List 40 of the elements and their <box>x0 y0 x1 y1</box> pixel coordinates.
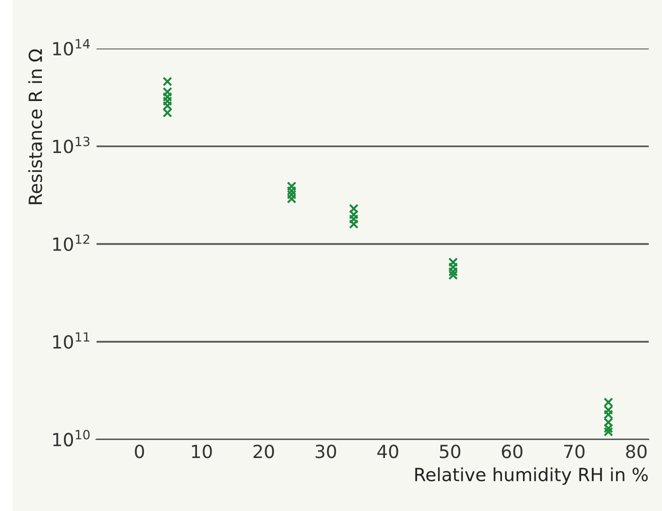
x-tick-label: 60 <box>502 444 522 458</box>
y-tick-label: 10$^{10}$ <box>53 430 90 446</box>
point <box>286 190 296 200</box>
point <box>604 398 614 408</box>
x-tick-label: 0 <box>134 444 144 458</box>
y-tick-label: 10$^{14}$ <box>53 39 90 56</box>
x-axis-title: Relative humidity RH in % <box>415 467 648 485</box>
point <box>604 405 614 415</box>
point <box>286 186 296 196</box>
point <box>162 96 172 106</box>
y-tick-label: 10$^{11}$ <box>53 332 90 349</box>
y-axis-title: Resistance R in Ω <box>28 49 42 204</box>
point <box>604 410 614 420</box>
point <box>162 108 172 118</box>
point <box>448 266 458 277</box>
point <box>162 100 172 110</box>
point <box>604 426 614 436</box>
x-tick-label: 70 <box>564 444 585 458</box>
point <box>448 270 458 280</box>
point <box>448 258 458 268</box>
x-tick-label: 30 <box>316 444 336 458</box>
x-tick-label: 10 <box>192 444 212 458</box>
x-tick-label: 50 <box>440 444 460 458</box>
y-tick-label: 10$^{12}$ <box>53 234 90 251</box>
point <box>162 92 172 102</box>
point <box>348 219 359 229</box>
point <box>286 181 296 192</box>
point <box>604 424 614 434</box>
point <box>348 204 359 214</box>
point <box>286 194 296 204</box>
y-tick-label: 10$^{13}$ <box>53 136 90 154</box>
point <box>348 210 359 220</box>
x-tick-label: 40 <box>377 444 398 458</box>
point <box>448 262 458 272</box>
point <box>348 214 359 224</box>
point <box>604 417 614 428</box>
point <box>162 76 172 86</box>
point <box>162 87 172 97</box>
x-tick-label: 80 <box>626 444 647 458</box>
x-tick-label: 20 <box>254 444 274 458</box>
